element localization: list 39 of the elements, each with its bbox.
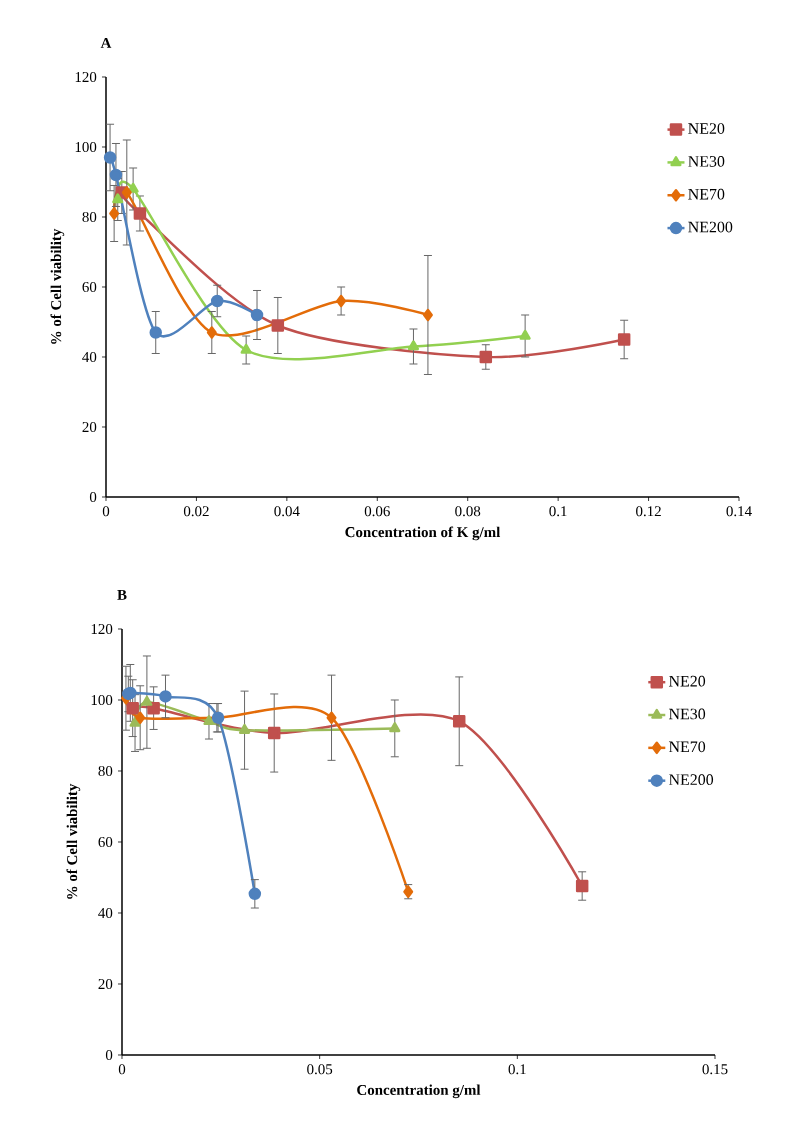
x-tick-label: 0.12 [636, 506, 661, 517]
y-tick-label: 100 [75, 141, 97, 153]
y-tick-label: 80 [82, 211, 97, 223]
y-tick-label: 120 [91, 623, 113, 635]
y-tick-label: 40 [98, 907, 113, 919]
x-tick-label: 0.06 [364, 506, 390, 517]
legend-label: NE30 [668, 708, 706, 720]
x-tick-label: 0.15 [702, 1064, 728, 1075]
x-tick-label: 0.1 [508, 1064, 526, 1075]
x-tick-label: 0.04 [274, 506, 300, 517]
y-tick-label: 20 [82, 421, 97, 433]
legend-label: NE30 [688, 156, 725, 167]
x-tick-label: 0.1 [549, 506, 567, 517]
x-tick-label: 0.05 [307, 1064, 333, 1075]
x-axis-title: Concentration of K g/ml [345, 526, 501, 541]
legend-label: NE200 [668, 774, 714, 786]
y-tick-label: 60 [82, 281, 97, 293]
chart-title: A [100, 37, 112, 48]
y-axis-title: % of Cell viability [66, 783, 81, 899]
x-tick-label: 0.08 [455, 506, 481, 517]
y-tick-label: 60 [98, 836, 113, 848]
y-tick-label: 0 [105, 1049, 113, 1061]
y-tick-label: 40 [82, 351, 97, 363]
legend-label: NE200 [688, 221, 733, 233]
x-tick-label: 0.14 [726, 506, 752, 517]
x-tick-label: 0.02 [183, 506, 209, 517]
y-tick-label: 20 [98, 978, 113, 990]
legend-label: NE70 [688, 188, 725, 200]
chart-title: B [117, 590, 127, 600]
legend-label: NE20 [688, 123, 725, 134]
y-tick-label: 0 [89, 491, 97, 503]
legend-label: NE70 [668, 741, 706, 753]
y-tick-label: 120 [75, 71, 97, 83]
y-tick-label: 100 [91, 694, 113, 706]
legend-label: NE20 [668, 675, 706, 687]
x-axis-title: Concentration g/ml [357, 1084, 481, 1099]
y-tick-label: 80 [98, 765, 113, 777]
x-tick-label: 0 [118, 1064, 126, 1075]
y-axis-title: % of Cell viability [50, 228, 65, 344]
